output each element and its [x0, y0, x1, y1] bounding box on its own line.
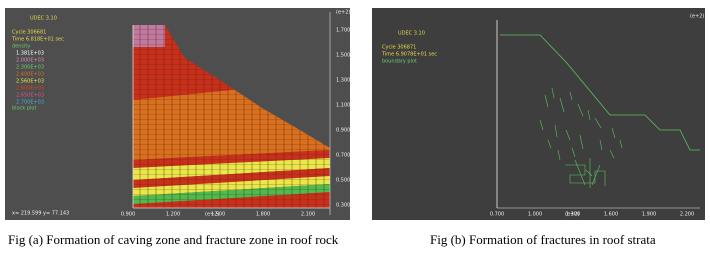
legend-entry: 2.560E+03: [16, 79, 44, 85]
legend-entry: 2.000E+03: [16, 58, 44, 64]
y-unit: (e+2): [336, 10, 350, 16]
caption: Fig (b) Formation of fractures in roof s…: [430, 232, 656, 247]
x-tick-label: 0.700: [490, 212, 504, 218]
legend-entry: 1.381E+03: [16, 51, 44, 57]
cycle: Cycle 306871: [382, 45, 416, 51]
y-tick-label: 0.900: [336, 128, 350, 134]
x-tick-label: 0.900: [121, 212, 135, 218]
legend-entry: 2.650E+03: [16, 93, 44, 99]
y-tick-label: 1.500: [336, 53, 350, 59]
legend-entry: 2.600E+03: [16, 86, 44, 92]
time: Time 6.818E+01 sec: [11, 37, 64, 43]
legend-entry: 2.400E+03: [16, 72, 44, 78]
boundary-plot-label: boundary plot: [382, 59, 417, 65]
x-tick-label: 1.600: [604, 212, 618, 218]
caption: Fig (a) Formation of caving zone and fra…: [8, 232, 339, 247]
legend-title: density: [12, 44, 30, 50]
figure: UDEC 3.10 Cycle 306681 Time 6.818E+01 se…: [0, 0, 710, 253]
x-tick-label: 2.100: [301, 212, 315, 218]
header: UDEC 3.10: [30, 16, 57, 22]
cycle: Cycle 306681: [12, 30, 46, 36]
y-tick-label: 0.300: [336, 203, 350, 209]
time: Time 6.9078E+01 sec: [381, 52, 437, 58]
y-tick-label: 1.700: [336, 28, 350, 34]
y-tick-label: 1.300: [336, 78, 350, 84]
x-tick-label: 1.000: [528, 212, 542, 218]
x-tick-label: 1.800: [256, 212, 270, 218]
header: UDEC 3.10: [398, 31, 425, 37]
x-tick-label: 2.200: [680, 212, 694, 218]
cursor-readout: x= 219.599 y= 77.143: [12, 211, 69, 217]
panel-b: [372, 8, 705, 220]
block-plot-label: block plot: [12, 106, 36, 112]
x-tick-label: 1.500: [211, 212, 225, 218]
x-tick-label: 1.900: [642, 212, 656, 218]
y-tick-label: 0.500: [336, 178, 350, 184]
x-tick-label: 1.200: [166, 212, 180, 218]
y-unit: (e+2): [690, 14, 704, 20]
y-tick-label: 0.700: [336, 153, 350, 159]
x-tick-label: 1.300: [566, 212, 580, 218]
legend-entry: 2.300E+03: [16, 65, 44, 71]
y-tick-label: 1.100: [336, 103, 350, 109]
